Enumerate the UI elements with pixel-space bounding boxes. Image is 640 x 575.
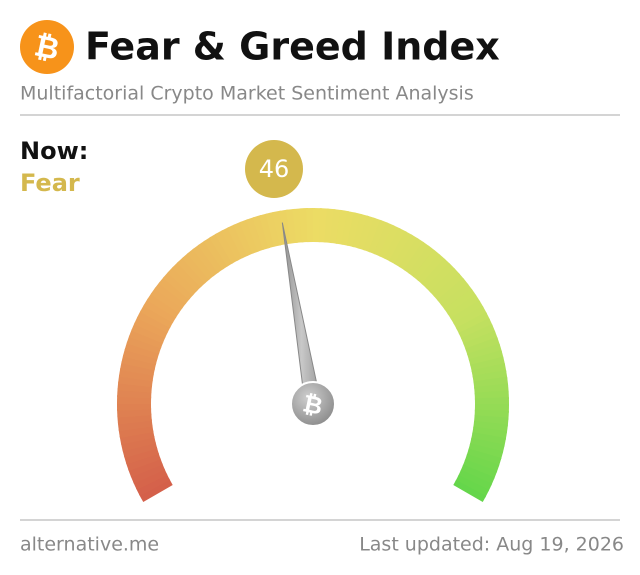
gauge-arc — [116, 207, 510, 502]
now-label: Now: — [20, 137, 88, 165]
needle-hub — [290, 381, 336, 427]
needle-group: ₿46 — [245, 140, 336, 427]
classification: Fear — [20, 169, 80, 197]
last-updated: Last updated: Aug 19, 2026 — [359, 534, 624, 556]
title: Fear & Greed Index — [85, 25, 500, 69]
value-badge — [245, 140, 303, 198]
source: alternative.me — [20, 534, 159, 556]
value-label: 46 — [259, 155, 290, 183]
subtitle: Multifactorial Crypto Market Sentiment A… — [20, 83, 474, 105]
needle — [281, 222, 322, 406]
arc-segment — [453, 479, 487, 502]
logo — [20, 20, 74, 74]
